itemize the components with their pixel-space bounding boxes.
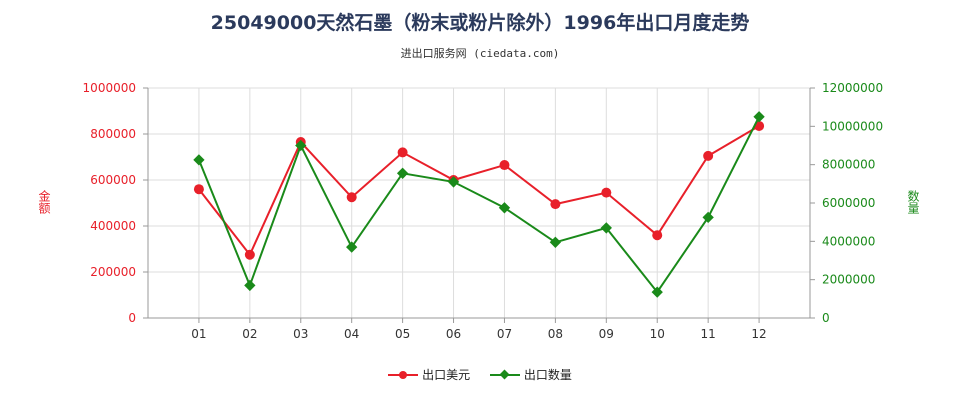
- plot-area: [148, 88, 810, 318]
- data-point-qty: [346, 241, 358, 253]
- right-axis-tick-label: 6000000: [822, 196, 875, 210]
- x-axis-tick-label: 05: [395, 327, 410, 341]
- chart-subtitle: 进出口服务网 (ciedata.com): [400, 47, 560, 60]
- legend-label-qty: 出口数量: [523, 368, 572, 382]
- series-line-usd: [198, 125, 760, 257]
- legend: 出口美元 出口数量: [0, 366, 960, 383]
- data-point-qty: [295, 139, 307, 152]
- data-point-qty: [702, 211, 714, 224]
- chart-title: 25049000天然石墨（粉末或粉片除外）1996年出口月度走势: [210, 12, 750, 34]
- data-point-usd: [193, 184, 204, 195]
- data-point-usd: [601, 187, 612, 198]
- data-point-qty: [651, 286, 663, 298]
- legend-swatch-usd: [388, 370, 419, 380]
- data-point-usd: [652, 230, 663, 241]
- x-axis-tick-label: 09: [599, 327, 614, 341]
- right-axis-tick-label: 4000000: [822, 234, 875, 248]
- data-point-qty: [549, 236, 562, 248]
- series-line-qty: [197, 116, 760, 294]
- legend-item-usd: 出口美元: [388, 366, 470, 383]
- data-point-usd: [346, 192, 357, 203]
- data-point-qty: [244, 279, 256, 292]
- data-point-usd: [397, 147, 408, 158]
- right-axis-tick-label: 12000000: [822, 81, 883, 95]
- data-point-usd: [550, 199, 561, 210]
- x-axis-tick-label: 10: [650, 327, 665, 341]
- left-axis-tick-label: 0: [128, 311, 136, 325]
- x-axis-tick-label: 02: [242, 327, 257, 341]
- left-axis-tick-label: 1000000: [83, 81, 136, 95]
- data-point-qty: [600, 222, 612, 234]
- x-axis-tick-label: 01: [191, 327, 206, 341]
- right-axis-tick-label: 2000000: [822, 273, 875, 287]
- x-axis-tick-label: 08: [548, 327, 563, 341]
- data-point-usd: [244, 249, 255, 260]
- x-axis-tick-label: 07: [497, 327, 512, 341]
- left-axis-tick-label: 200000: [90, 265, 136, 279]
- right-axis-tick-label: 10000000: [822, 119, 883, 133]
- right-axis-label: 数量: [906, 190, 920, 214]
- right-axis-tick-label: 0: [822, 311, 830, 325]
- data-point-qty: [193, 154, 205, 166]
- left-axis-tick-label: 600000: [90, 173, 136, 187]
- data-point-usd: [499, 160, 510, 171]
- x-axis-tick-label: 11: [701, 327, 716, 341]
- legend-item-qty: 出口数量: [489, 366, 572, 383]
- left-axis-tick-label: 800000: [90, 127, 136, 141]
- x-axis-tick-label: 12: [751, 327, 766, 341]
- x-axis-tick-label: 06: [446, 327, 461, 341]
- left-axis-label: 金额: [37, 190, 51, 214]
- data-point-qty: [447, 176, 460, 188]
- data-point-qty: [396, 167, 409, 179]
- legend-swatch-qty: [489, 369, 520, 380]
- data-point-usd: [703, 150, 714, 161]
- x-axis-tick-label: 03: [293, 327, 308, 341]
- legend-label-usd: 出口美元: [422, 368, 471, 382]
- right-axis-tick-label: 8000000: [822, 158, 875, 172]
- x-axis-tick-label: 04: [344, 327, 359, 341]
- left-axis-tick-label: 400000: [90, 219, 136, 233]
- data-point-qty: [498, 202, 511, 214]
